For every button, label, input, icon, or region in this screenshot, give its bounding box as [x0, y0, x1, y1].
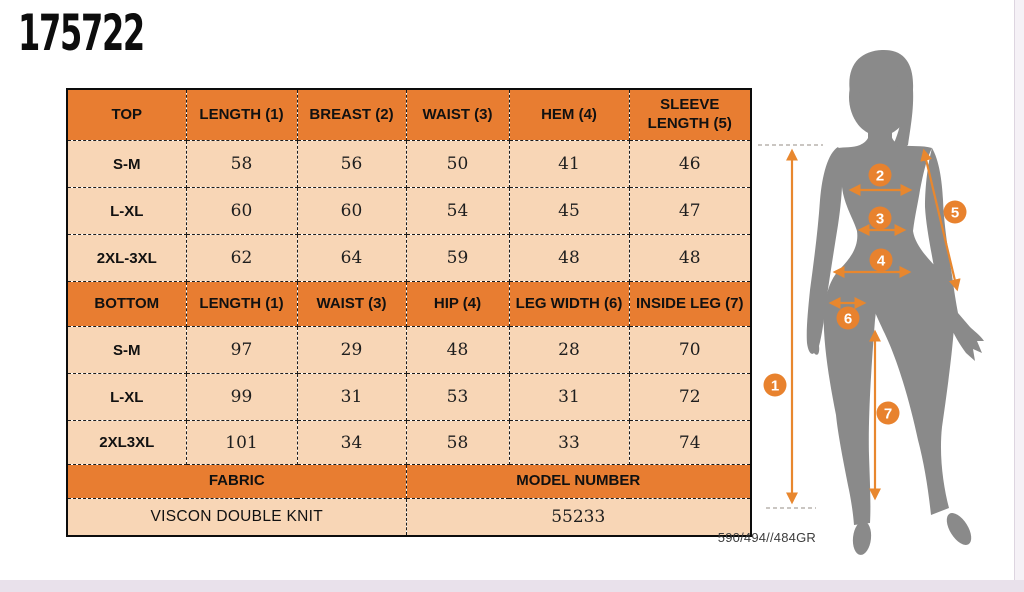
cell-value: 59: [405, 234, 510, 282]
cell-value: 64: [296, 234, 407, 282]
svg-text:6: 6: [844, 311, 852, 328]
svg-text:1: 1: [771, 378, 779, 395]
svg-text:7: 7: [884, 406, 892, 423]
cell-value: 53: [405, 373, 510, 421]
cell-value: 28: [508, 326, 630, 374]
table-row: S-M 97 29 48 28 70: [66, 326, 752, 374]
bottom-strip: [0, 580, 1024, 592]
header-model-number: MODEL NUMBER: [405, 464, 752, 499]
size-label: S-M: [66, 140, 187, 188]
cell-value: 62: [185, 234, 298, 282]
measurement-arrows: [785, 148, 961, 505]
svg-text:4: 4: [877, 253, 886, 270]
cell-value: 48: [405, 326, 510, 374]
marker-circles: 1 2 3 4 5: [763, 163, 967, 425]
marker-3-icon: 3: [868, 206, 892, 230]
cell-value: 60: [185, 187, 298, 235]
cell-value: 34: [296, 420, 407, 465]
marker-6-icon: 6: [836, 306, 860, 330]
header-length: LENGTH (1): [185, 281, 298, 327]
svg-text:5: 5: [951, 205, 959, 222]
guide-dashed-lines: [758, 144, 823, 509]
cell-value: 99: [185, 373, 298, 421]
marker-5-icon: 5: [943, 200, 967, 224]
header-waist: WAIST (3): [296, 281, 407, 327]
cell-value: 70: [628, 326, 752, 374]
cell-value: 29: [296, 326, 407, 374]
marker-1-icon: 1: [763, 373, 787, 397]
info-header-row: FABRIC MODEL NUMBER: [66, 464, 752, 499]
style-number: 175722: [18, 4, 145, 62]
table-row: L-XL 99 31 53 31 72: [66, 373, 752, 421]
cell-value: 58: [185, 140, 298, 188]
cell-value: 74: [628, 420, 752, 465]
size-label: L-XL: [66, 187, 187, 235]
cell-value: 31: [296, 373, 407, 421]
size-label: S-M: [66, 326, 187, 374]
cell-value: 54: [405, 187, 510, 235]
cell-value: 45: [508, 187, 630, 235]
model-number-value: 55233: [405, 498, 752, 537]
cell-value: 31: [508, 373, 630, 421]
header-breast: BREAST (2): [296, 88, 407, 141]
header-bottom: BOTTOM: [66, 281, 187, 327]
cell-value: 101: [185, 420, 298, 465]
header-waist: WAIST (3): [405, 88, 510, 141]
cell-value: 33: [508, 420, 630, 465]
table-row: S-M 58 56 50 41 46: [66, 140, 752, 188]
fabric-value: VISCON DOUBLE KNIT: [66, 498, 407, 537]
cell-value: 46: [628, 140, 752, 188]
size-label: L-XL: [66, 373, 187, 421]
marker-2-icon: 2: [868, 163, 892, 187]
cell-value: 48: [628, 234, 752, 282]
header-fabric: FABRIC: [66, 464, 407, 499]
bottom-header-row: BOTTOM LENGTH (1) WAIST (3) HIP (4) LEG …: [66, 281, 752, 327]
color-code-text: 590/494//484GR: [717, 530, 816, 545]
cell-value: 41: [508, 140, 630, 188]
table-row: L-XL 60 60 54 45 47: [66, 187, 752, 235]
marker-7-icon: 7: [876, 401, 900, 425]
header-sleeve-length: SLEEVE LENGTH (5): [628, 88, 752, 141]
sleeve-arrow: [920, 148, 961, 292]
table-row: 2XL-3XL 62 64 59 48 48: [66, 234, 752, 282]
header-top: TOP: [66, 88, 187, 141]
marker-4-icon: 4: [869, 248, 893, 272]
size-label: 2XL-3XL: [66, 234, 187, 282]
header-hem: HEM (4): [508, 88, 630, 141]
header-leg-width: LEG WIDTH (6): [508, 281, 630, 327]
page-right-edge: [1014, 0, 1024, 580]
size-label: 2XL3XL: [66, 420, 187, 465]
cell-value: 58: [405, 420, 510, 465]
cell-value: 47: [628, 187, 752, 235]
info-value-row: VISCON DOUBLE KNIT 55233: [66, 498, 752, 537]
cell-value: 72: [628, 373, 752, 421]
table-row: 2XL3XL 101 34 58 33 74: [66, 420, 752, 465]
header-length: LENGTH (1): [185, 88, 298, 141]
cell-value: 56: [296, 140, 407, 188]
header-inside-leg: INSIDE LEG (7): [628, 281, 752, 327]
cell-value: 48: [508, 234, 630, 282]
size-chart-table-wrap: TOP LENGTH (1) BREAST (2) WAIST (3) HEM …: [66, 88, 752, 537]
top-header-row: TOP LENGTH (1) BREAST (2) WAIST (3) HEM …: [66, 88, 752, 141]
svg-text:3: 3: [876, 211, 884, 228]
cell-value: 97: [185, 326, 298, 374]
measurement-figure: 1 2 3 4 5: [758, 35, 1020, 575]
svg-text:2: 2: [876, 168, 884, 185]
cell-value: 50: [405, 140, 510, 188]
size-chart-table: TOP LENGTH (1) BREAST (2) WAIST (3) HEM …: [66, 88, 752, 537]
header-hip: HIP (4): [405, 281, 510, 327]
female-silhouette-diagram: 1 2 3 4 5: [758, 49, 984, 555]
cell-value: 60: [296, 187, 407, 235]
